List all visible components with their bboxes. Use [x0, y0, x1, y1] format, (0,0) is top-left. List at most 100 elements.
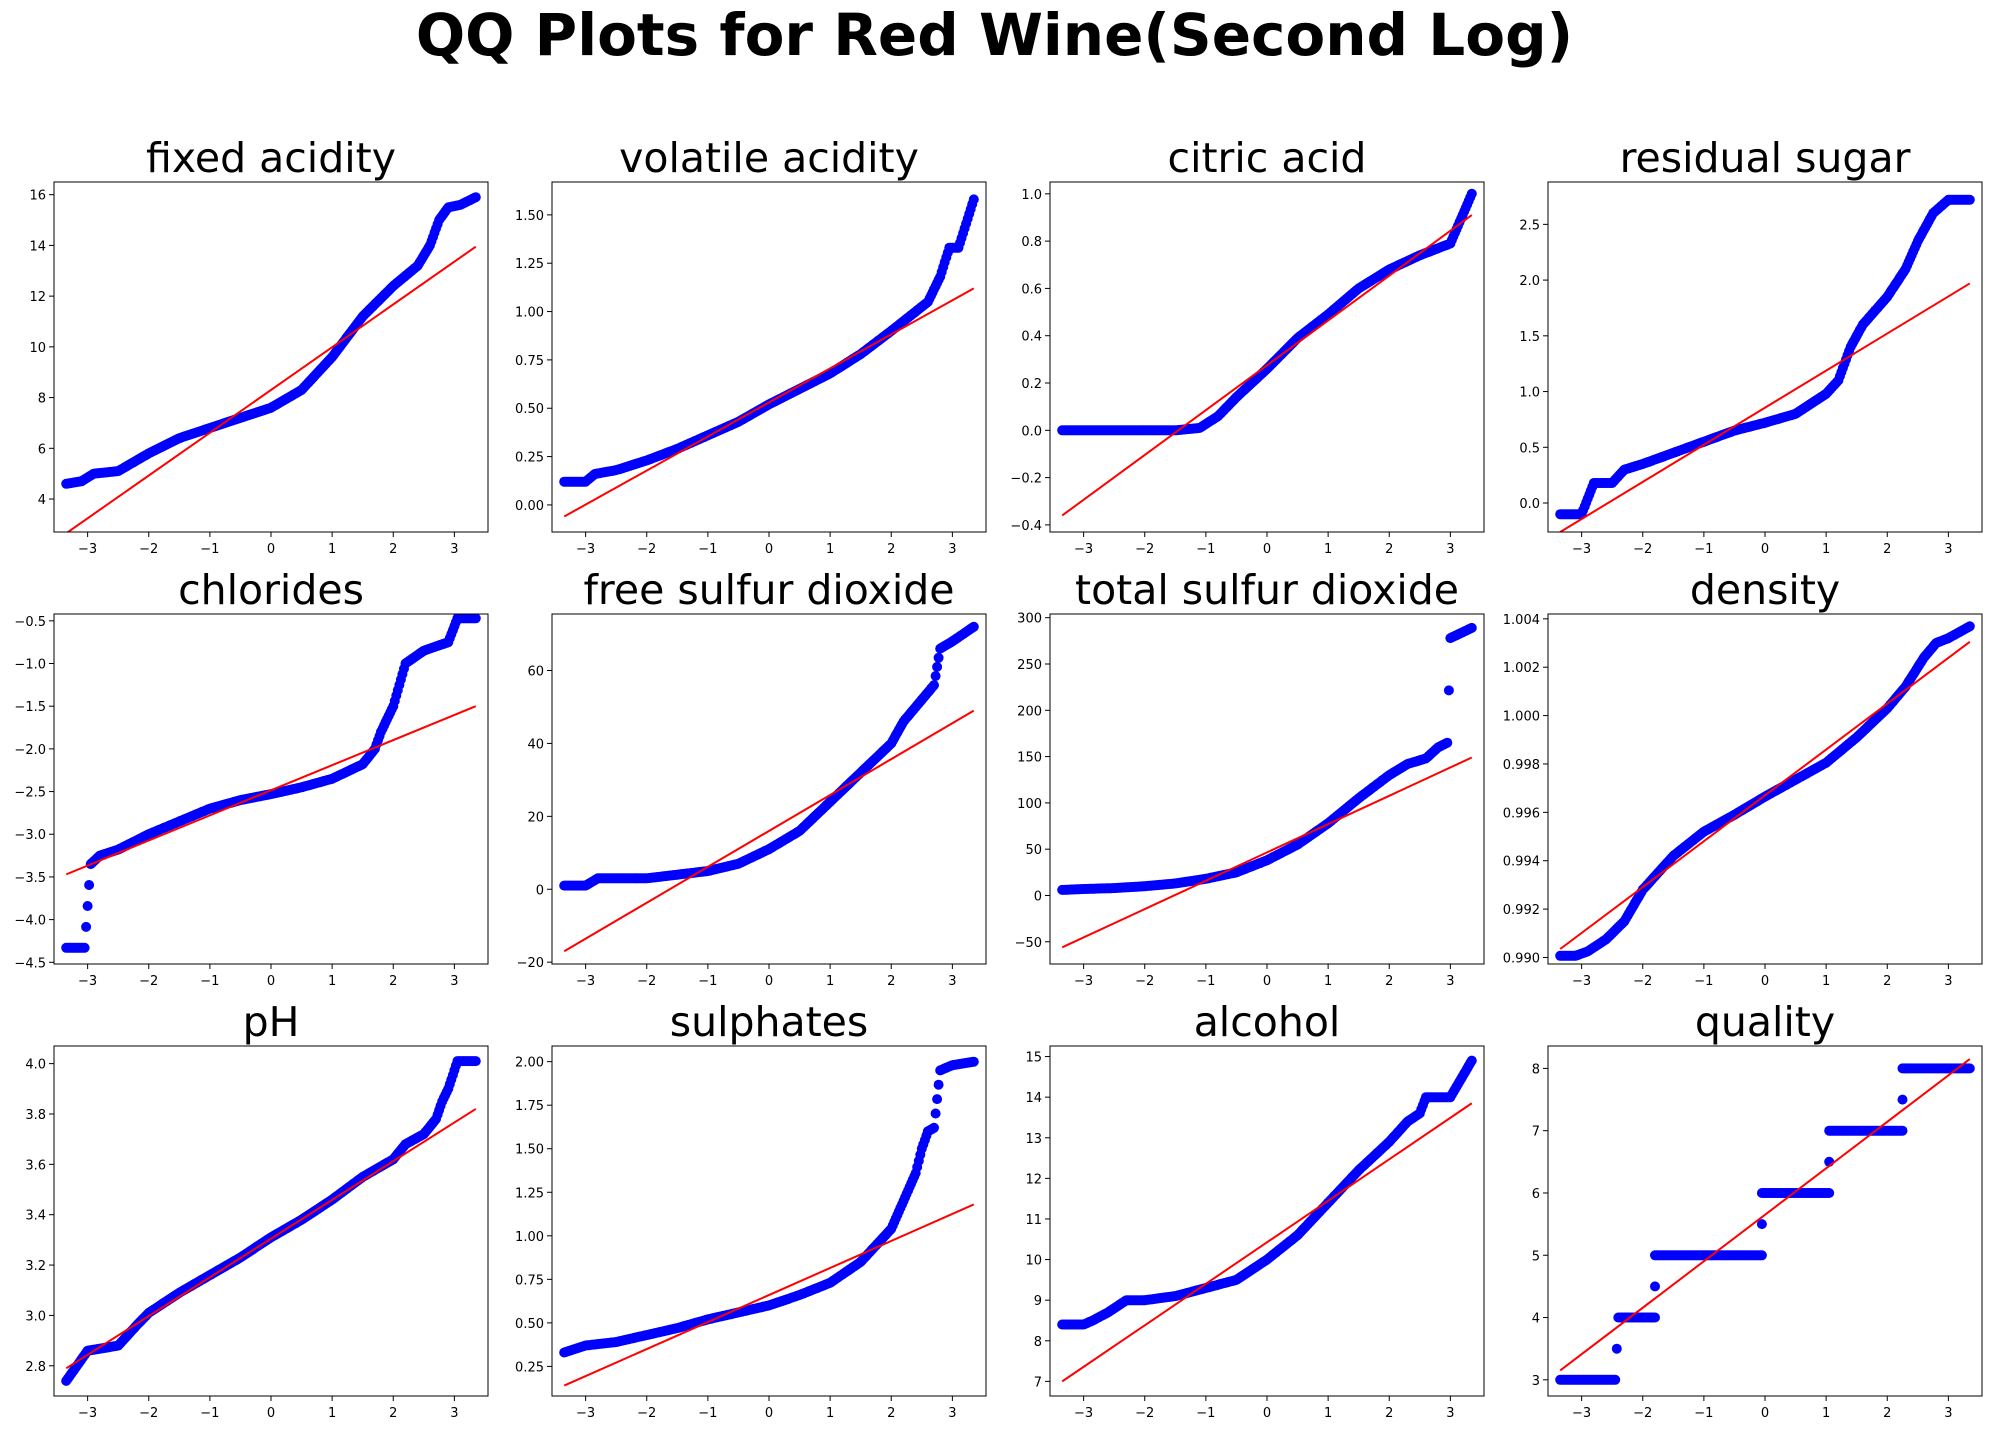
x-tick-label: −2 [1633, 1406, 1652, 1421]
data-point [1650, 1281, 1660, 1292]
y-tick-label: 2.5 [1519, 218, 1540, 233]
y-tick-label: 0.75 [515, 354, 544, 369]
y-tick-label: 7 [1034, 1375, 1042, 1390]
data-point [932, 661, 943, 672]
x-tick-label: 3 [450, 974, 458, 989]
x-tick-label: 3 [1446, 1406, 1454, 1421]
y-tick-label: 1.002 [1503, 661, 1540, 676]
y-tick-label: 4 [1532, 1312, 1540, 1327]
data-point [470, 192, 481, 203]
y-tick-label: 7 [1532, 1125, 1540, 1140]
y-tick-label: 0 [536, 883, 544, 898]
x-tick-label: −1 [1694, 974, 1713, 989]
data-point [968, 621, 979, 632]
x-tick-label: −2 [637, 1406, 656, 1421]
y-tick-label: 13 [1025, 1132, 1042, 1147]
subplot-title: volatile acidity [619, 134, 919, 182]
y-tick-label: 3.4 [25, 1209, 46, 1224]
subplot-title: sulphates [670, 998, 869, 1046]
x-tick-label: −3 [1074, 974, 1093, 989]
y-tick-label: 0.50 [515, 1317, 544, 1332]
x-tick-label: −3 [1572, 1406, 1591, 1421]
axes-frame [1049, 613, 1485, 965]
data-point [929, 1122, 939, 1133]
y-tick-label: 0.25 [515, 1360, 544, 1375]
axes-frame [551, 181, 987, 533]
y-tick-label: 1.00 [515, 1230, 544, 1245]
x-tick-label: 0 [267, 1406, 275, 1421]
subplot-density: density −3 −2 −1 0 1 2 3 0.990 0.992 0.994 0.996 0.9… [1503, 566, 1983, 989]
y-tick-label: 1.000 [1503, 710, 1540, 725]
subplot-title: fixed acidity [146, 134, 396, 182]
x-tick-label: −3 [576, 974, 595, 989]
x-tick-label: −1 [1196, 542, 1215, 557]
data-point [930, 1108, 941, 1119]
fit-line [563, 1203, 975, 1387]
x-tick-label: 2 [1883, 974, 1891, 989]
y-tick-label: −1.5 [14, 700, 46, 715]
y-tick-label: 0.8 [1021, 235, 1042, 250]
y-tick-label: 40 [527, 737, 544, 752]
y-tick-label: 2.0 [1519, 274, 1540, 289]
x-tick-label: −1 [1196, 974, 1215, 989]
x-tick-label: 1 [826, 542, 834, 557]
data-point [81, 921, 92, 932]
y-tick-label: 12 [29, 290, 46, 305]
x-tick-label: −1 [1694, 1406, 1713, 1421]
fit-line [65, 1108, 477, 1370]
subplot-title: total sulfur dioxide [1075, 566, 1459, 614]
x-tick-label: −1 [698, 542, 717, 557]
subplot-volatile-acidity: volatile acidity −3 −2 −1 0 1 2 3 0.00 0.25 0.50 0.… [515, 134, 987, 557]
y-tick-label: 3.8 [25, 1108, 46, 1123]
x-tick-label: 3 [1446, 542, 1454, 557]
y-tick-label: 3.2 [25, 1259, 46, 1274]
data-point [1610, 1374, 1621, 1385]
data-point [933, 652, 944, 663]
y-tick-label: 0.992 [1503, 903, 1540, 918]
x-tick-label: 3 [948, 1406, 956, 1421]
x-tick-label: 1 [328, 1406, 336, 1421]
fit-line [1061, 756, 1473, 949]
y-tick-label: 20 [527, 810, 544, 825]
x-tick-label: −3 [78, 1406, 97, 1421]
y-tick-label: 250 [1017, 658, 1042, 673]
y-tick-label: −50 [1015, 936, 1042, 951]
x-tick-label: −3 [576, 1406, 595, 1421]
y-tick-label: 1.25 [515, 257, 544, 272]
y-tick-label: 1.0 [1021, 188, 1042, 203]
y-tick-label: 200 [1017, 704, 1042, 719]
subplot-chlorides: chlorides −3 −2 −1 0 1 2 3 −4.5 −4.0 −3.5 −3.0 −2.5 −… [14, 566, 489, 989]
x-tick-label: −3 [1074, 1406, 1093, 1421]
x-tick-label: 0 [765, 542, 773, 557]
y-tick-label: −3.5 [14, 871, 46, 886]
y-tick-label: 0.25 [515, 451, 544, 466]
data-point [932, 1094, 943, 1105]
x-tick-label: 1 [328, 974, 336, 989]
fit-line [65, 705, 477, 876]
y-tick-label: 0.6 [1021, 282, 1042, 297]
x-tick-label: 0 [1263, 974, 1271, 989]
data-layer [1555, 621, 1975, 961]
data-point [968, 194, 979, 205]
x-tick-label: 3 [450, 1406, 458, 1421]
subplot-citric-acid: citric acid −3 −2 −1 0 1 2 3 −0.4 −0.2 0.0 0.2 0.4 0.… [1010, 134, 1485, 557]
x-tick-label: 0 [267, 974, 275, 989]
y-tick-label: 16 [29, 189, 46, 204]
y-tick-label: 10 [1025, 1254, 1042, 1269]
y-tick-label: 0.5 [1519, 441, 1540, 456]
y-tick-label: 6 [1532, 1187, 1540, 1202]
x-tick-label: 2 [1883, 1406, 1891, 1421]
data-point [933, 1079, 944, 1090]
x-tick-label: 2 [1385, 1406, 1393, 1421]
x-tick-label: 0 [765, 974, 773, 989]
x-tick-label: 3 [948, 542, 956, 557]
y-tick-label: −0.4 [1010, 519, 1042, 534]
y-tick-label: 1.75 [515, 1099, 544, 1114]
data-point [1964, 194, 1975, 205]
y-tick-label: 1.25 [515, 1186, 544, 1201]
x-tick-label: 2 [887, 542, 895, 557]
subplot-title: free sulfur dioxide [583, 566, 954, 614]
x-tick-label: 3 [450, 542, 458, 557]
x-tick-label: −1 [698, 974, 717, 989]
data-point [1466, 188, 1477, 199]
